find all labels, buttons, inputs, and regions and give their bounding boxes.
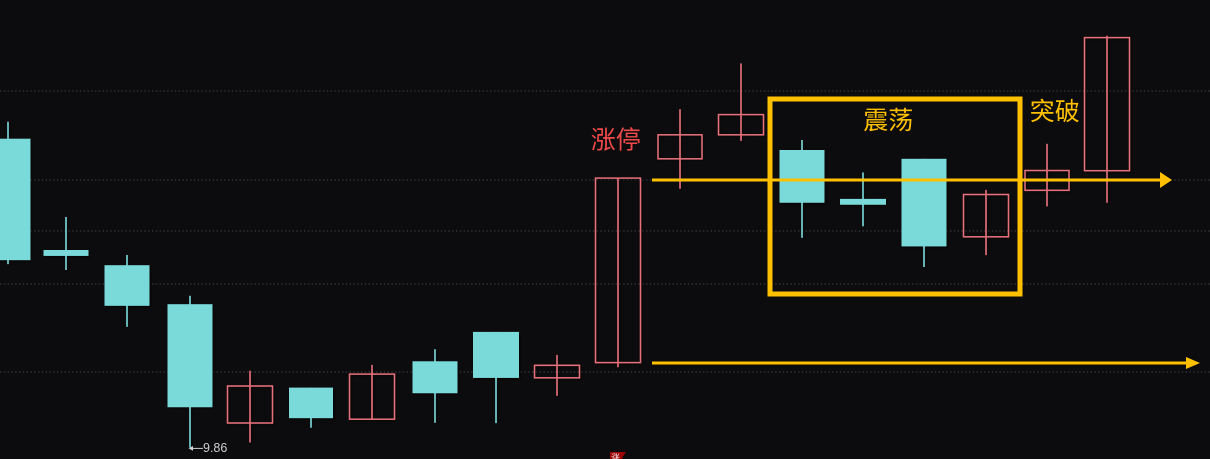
svg-text:涨: 涨 [611, 453, 620, 459]
svg-text:突破: 突破 [1030, 98, 1080, 126]
svg-text:9.86: 9.86 [203, 441, 227, 455]
svg-text:震荡: 震荡 [863, 107, 913, 135]
svg-text:涨停: 涨停 [591, 126, 641, 154]
